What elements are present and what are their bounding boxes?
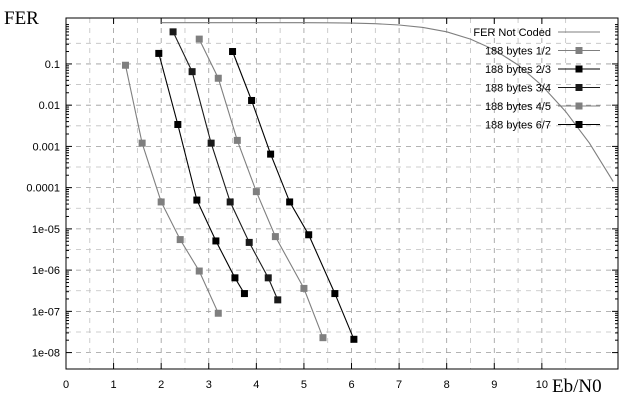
y-axis-title: FER	[4, 8, 39, 29]
legend-marker	[575, 47, 583, 54]
data-point	[274, 296, 282, 304]
data-point	[193, 196, 201, 204]
data-point	[188, 68, 196, 76]
data-point	[155, 49, 163, 57]
data-point	[233, 136, 241, 144]
data-point	[248, 96, 256, 104]
x-tick-label: 8	[444, 379, 450, 391]
data-point	[271, 233, 279, 241]
data-point	[212, 237, 220, 245]
data-point	[305, 231, 313, 239]
data-point	[176, 236, 184, 244]
series-4	[195, 35, 327, 342]
y-tick-label: 1e-07	[32, 306, 60, 318]
data-point	[121, 61, 129, 69]
x-tick-label: 1	[111, 379, 117, 391]
data-point	[350, 335, 358, 343]
series-group	[121, 22, 614, 343]
data-point	[267, 150, 275, 158]
legend: FER Not Coded 188 bytes 1/2 188 bytes 2/3 1…	[473, 27, 600, 132]
x-tick-label: 6	[348, 379, 354, 391]
data-point	[195, 35, 203, 43]
x-tick-label: 0	[63, 379, 69, 391]
data-point	[331, 290, 339, 298]
data-point	[226, 198, 234, 206]
data-point	[229, 48, 237, 56]
y-tick-label: 1e-08	[32, 348, 60, 360]
series-line	[161, 22, 614, 182]
x-tick-label: 3	[206, 379, 212, 391]
data-point	[245, 238, 253, 246]
x-tick-label: 10	[536, 379, 548, 391]
series-line	[198, 38, 324, 338]
data-point	[300, 284, 308, 292]
y-tick-label: 1e-06	[32, 265, 60, 277]
data-point	[319, 334, 327, 342]
legend-marker	[575, 102, 583, 110]
legend-marker	[575, 121, 583, 128]
data-point	[195, 267, 203, 275]
data-point	[207, 139, 215, 147]
series-2	[155, 49, 248, 298]
x-tick-label: 2	[158, 379, 164, 391]
series-1	[121, 61, 222, 317]
y-tick-label: 0.001	[32, 141, 60, 153]
x-tick-label: 9	[491, 379, 497, 391]
series-5	[229, 48, 358, 343]
data-point	[240, 290, 248, 298]
y-axis: 0.1 0.01 0.001 0.0001 1e-05 1e-06 1e-07 1e-08	[26, 24, 618, 360]
data-point	[174, 120, 182, 128]
data-point	[169, 28, 177, 36]
data-point	[231, 274, 239, 282]
plot-frame	[65, 17, 619, 370]
legend-label: 188 bytes 2/3	[485, 64, 551, 76]
data-point	[264, 274, 272, 282]
y-tick-label: 0.1	[45, 59, 60, 71]
data-point	[157, 198, 165, 206]
data-point	[214, 309, 222, 317]
series-0	[161, 22, 614, 182]
x-axis: 0 1 2 3 4 5 6 7 8 9 10	[63, 18, 548, 391]
data-point	[286, 198, 294, 206]
x-axis-title: Eb/N0	[552, 376, 602, 397]
legend-label: 188 bytes 6/7	[485, 120, 551, 132]
legend-marker	[575, 84, 583, 91]
x-tick-label: 5	[301, 379, 307, 391]
y-tick-label: 1e-05	[32, 224, 60, 236]
data-point	[138, 139, 146, 147]
series-3	[169, 28, 282, 304]
y-tick-label: 0.0001	[26, 183, 60, 195]
x-tick-label: 7	[396, 379, 402, 391]
series-line	[158, 53, 245, 294]
legend-label: 188 bytes 3/4	[485, 83, 551, 95]
legend-marker	[575, 65, 583, 73]
data-point	[252, 188, 260, 196]
x-tick-label: 4	[253, 379, 259, 391]
y-tick-label: 0.01	[39, 100, 60, 112]
data-point	[214, 74, 222, 82]
grid	[66, 18, 618, 369]
legend-label: FER Not Coded	[473, 27, 551, 39]
legend-label: 188 bytes 4/5	[485, 101, 551, 113]
legend-label: 188 bytes 1/2	[485, 46, 551, 58]
series-line	[124, 65, 219, 314]
